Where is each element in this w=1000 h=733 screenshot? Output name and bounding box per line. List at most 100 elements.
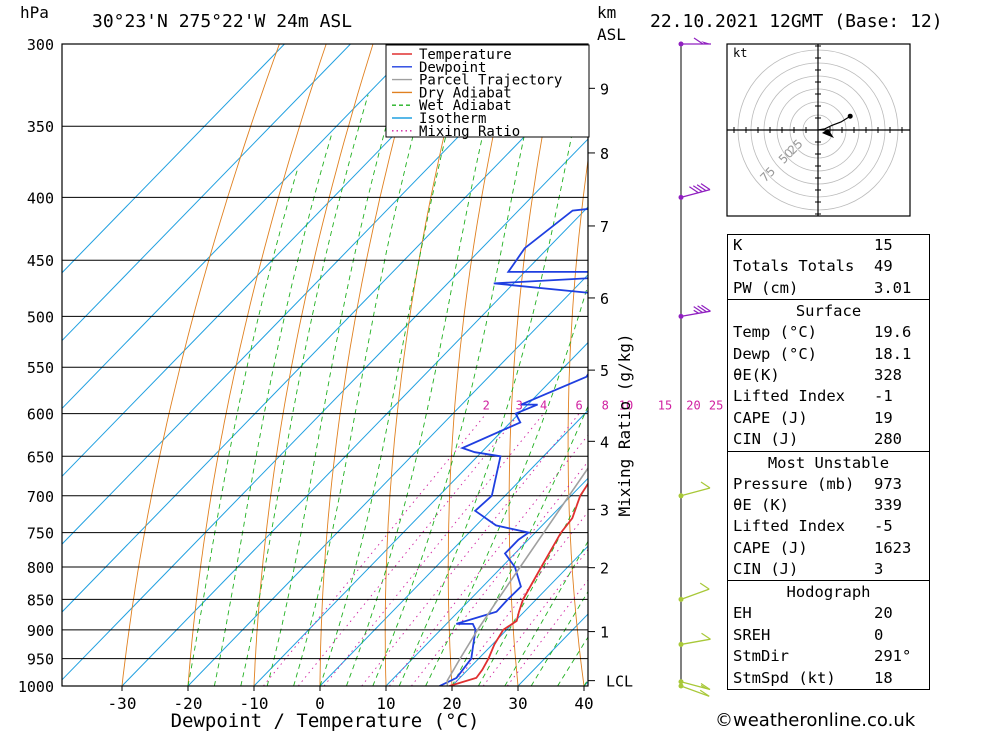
index-row-tt: Totals Totals 49 xyxy=(728,256,929,277)
most-unstable-row: CAPE (J) 1623 xyxy=(728,538,929,559)
hodograph-stat-row: StmSpd (kt) 18 xyxy=(728,668,929,689)
isotherm-line xyxy=(62,138,588,681)
pressure-tick-label: 300 xyxy=(27,36,54,54)
wind-barb-tick xyxy=(693,306,704,314)
dry-adiabat-line xyxy=(981,44,1000,686)
wet-adiabat-line xyxy=(504,540,588,686)
wind-barb-shaft xyxy=(680,588,710,600)
wind-barb-half xyxy=(693,309,700,314)
isotherm-line xyxy=(62,44,483,478)
x-tick-label: -20 xyxy=(174,694,203,713)
left-unit-label: hPa xyxy=(20,3,49,22)
most-unstable-label: θE (K) xyxy=(733,495,789,514)
pressure-tick-label: 1000 xyxy=(18,678,54,696)
hodograph-unit-label: kt xyxy=(733,46,747,60)
series-line-dewpoint xyxy=(439,208,588,686)
surface-row: CAPE (J) 19 xyxy=(728,408,929,429)
km-unit-label: km xyxy=(597,3,616,22)
x-axis-label: Dewpoint / Temperature (°C) xyxy=(171,710,480,732)
storm-motion-arrow xyxy=(822,129,834,138)
hodograph-title: Hodograph xyxy=(786,583,871,602)
x-tick-label: -30 xyxy=(108,694,137,713)
most-unstable-title: Most Unstable xyxy=(767,453,890,472)
most-unstable-label: CIN (J) xyxy=(733,560,799,579)
pressure-tick-label: 800 xyxy=(27,559,54,577)
hodograph-stat-row: SREH 0 xyxy=(728,625,929,646)
legend-label: Wet Adiabat xyxy=(419,98,512,114)
wet-adiabat-line xyxy=(293,44,438,686)
wind-barb-tick xyxy=(700,481,711,489)
hodograph-stat-label: SREH xyxy=(733,625,771,644)
legend-label: Parcel Trajectory xyxy=(419,73,562,89)
mixing-ratio-line xyxy=(361,413,580,686)
dry-adiabat-line xyxy=(447,44,514,686)
wet-adiabat-line xyxy=(213,133,333,686)
surface-row: θE(K) 328 xyxy=(728,365,929,386)
hodograph-stat-label: StmSpd (kt) xyxy=(733,668,836,687)
wind-profile xyxy=(678,37,711,697)
hodograph-stat-label: StmDir xyxy=(733,647,789,666)
dry-adiabat-line xyxy=(253,44,374,686)
mixing-ratio-label: 15 xyxy=(658,399,672,413)
mixing-ratio-label: 2 xyxy=(483,399,490,413)
wet-adiabat-line xyxy=(319,44,470,686)
series-line-parcel-trajectory xyxy=(446,466,588,686)
surface-label: CIN (J) xyxy=(733,430,799,449)
most-unstable-value: -5 xyxy=(874,517,893,536)
copyright-notice[interactable]: ©weatheronline.co.uk xyxy=(715,710,916,731)
surface-label: Temp (°C) xyxy=(733,323,817,342)
hodograph-stat-value: 0 xyxy=(874,625,884,644)
pressure-tick-label: 850 xyxy=(27,591,54,609)
legend-label: Mixing Ratio xyxy=(419,124,520,140)
datetime-label: 22.10.2021 12GMT (Base: 12) xyxy=(650,11,943,32)
profile-series xyxy=(439,208,588,686)
wind-barb-shaft xyxy=(680,188,711,199)
y2-axis-label: Mixing Ratio (g/kg) xyxy=(615,333,634,516)
hodograph-end-dot xyxy=(847,113,853,119)
isotherm-line xyxy=(62,70,588,613)
wet-adiabat-line xyxy=(345,44,505,686)
mixing-ratio-label: 4 xyxy=(540,399,547,413)
surface-label: θE(K) xyxy=(733,365,780,384)
wind-barb-tick xyxy=(700,683,711,690)
wind-barb-tick xyxy=(693,37,704,45)
hodograph-stat-value: 18 xyxy=(874,668,893,687)
mixing-ratio-label: 3 xyxy=(516,399,523,413)
legend-label: Dry Adiabat xyxy=(419,85,512,101)
pressure-tick-label: 900 xyxy=(27,622,54,640)
dry-adiabat-line xyxy=(681,44,717,686)
x-tick-label: 40 xyxy=(574,694,593,713)
most-unstable-value: 973 xyxy=(874,474,902,493)
mixing-ratio-line xyxy=(323,413,544,686)
most-unstable-row: Pressure (mb) 973 xyxy=(728,474,929,495)
wind-barb-tick xyxy=(692,185,703,193)
surface-row: Temp (°C) 19.6 xyxy=(728,322,929,343)
pressure-tick-label: 400 xyxy=(27,189,54,207)
isotherm-line xyxy=(121,206,588,686)
surface-value: 18.1 xyxy=(874,344,912,363)
wind-barb-tick xyxy=(699,689,710,697)
surface-row: Dewp (°C) 18.1 xyxy=(728,344,929,365)
surface-row: Lifted Index -1 xyxy=(728,386,929,407)
index-tt-value: 49 xyxy=(874,257,893,276)
wind-barb-tick xyxy=(689,186,699,194)
wind-barb-half xyxy=(700,684,707,689)
legend-label: Isotherm xyxy=(419,111,486,127)
index-k-value: 15 xyxy=(874,236,893,254)
index-row-pw: PW (cm) 3.01 xyxy=(728,278,929,299)
surface-value: 280 xyxy=(874,430,902,449)
surface-value: 328 xyxy=(874,365,902,384)
mixing-ratio-labels: 2 3 4 6 8 10 15 20 25 xyxy=(483,399,724,413)
isotherm-line xyxy=(62,44,417,410)
wet-adiabat-line xyxy=(187,169,298,686)
indices-table: K 15 Totals Totals 49 PW (cm) 3.01 Surface … xyxy=(727,234,930,691)
wind-barb-tick xyxy=(700,183,711,191)
most-unstable-row: θE (K) 339 xyxy=(728,495,929,516)
wet-adiabat-line xyxy=(478,481,588,686)
km-tick-label: 6 xyxy=(600,290,609,308)
most-unstable-row: Lifted Index -5 xyxy=(728,516,929,537)
isotherm-line xyxy=(187,274,588,686)
asl-unit-label: ASL xyxy=(597,25,626,44)
km-tick-label: 4 xyxy=(600,433,609,451)
